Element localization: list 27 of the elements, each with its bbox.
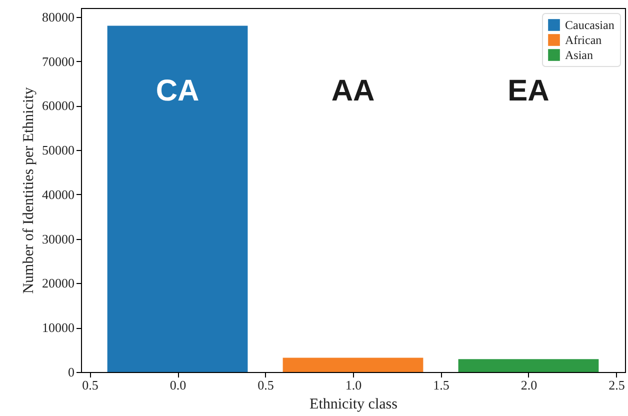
bar <box>458 359 599 372</box>
x-tick-label: 0.5 <box>82 378 98 392</box>
x-tick-label: 1.0 <box>345 378 362 392</box>
x-tick-label: 0.5 <box>258 378 274 392</box>
y-tick-label: 50000 <box>42 142 74 158</box>
x-tick-label: 0.0 <box>170 378 186 392</box>
y-tick-label: 40000 <box>42 186 74 202</box>
legend-label: Asian <box>565 48 593 62</box>
y-tick-label: 80000 <box>42 9 74 24</box>
bar <box>282 358 424 372</box>
x-tick-label: 2.5 <box>608 378 625 392</box>
y-tick-label: 30000 <box>42 231 74 246</box>
bar <box>107 26 248 372</box>
y-axis-title: Number of Identities per Ethnicity <box>21 86 37 294</box>
x-tick-label: 2.0 <box>520 378 538 392</box>
annotation: EA <box>508 74 550 108</box>
y-tick-label: 10000 <box>42 320 74 336</box>
legend-label: African <box>565 33 602 47</box>
y-tick-label: 20000 <box>42 276 74 291</box>
x-tick-label: 1.5 <box>433 378 450 392</box>
x-axis-title: Ethnicity class <box>310 396 398 412</box>
annotation: CA <box>156 74 200 108</box>
y-tick-label: 60000 <box>42 98 74 114</box>
legend-label: Caucasian <box>565 18 614 32</box>
y-tick-label: 70000 <box>42 54 74 69</box>
y-tick-label: 0 <box>68 364 74 380</box>
annotation: AA <box>331 74 375 108</box>
